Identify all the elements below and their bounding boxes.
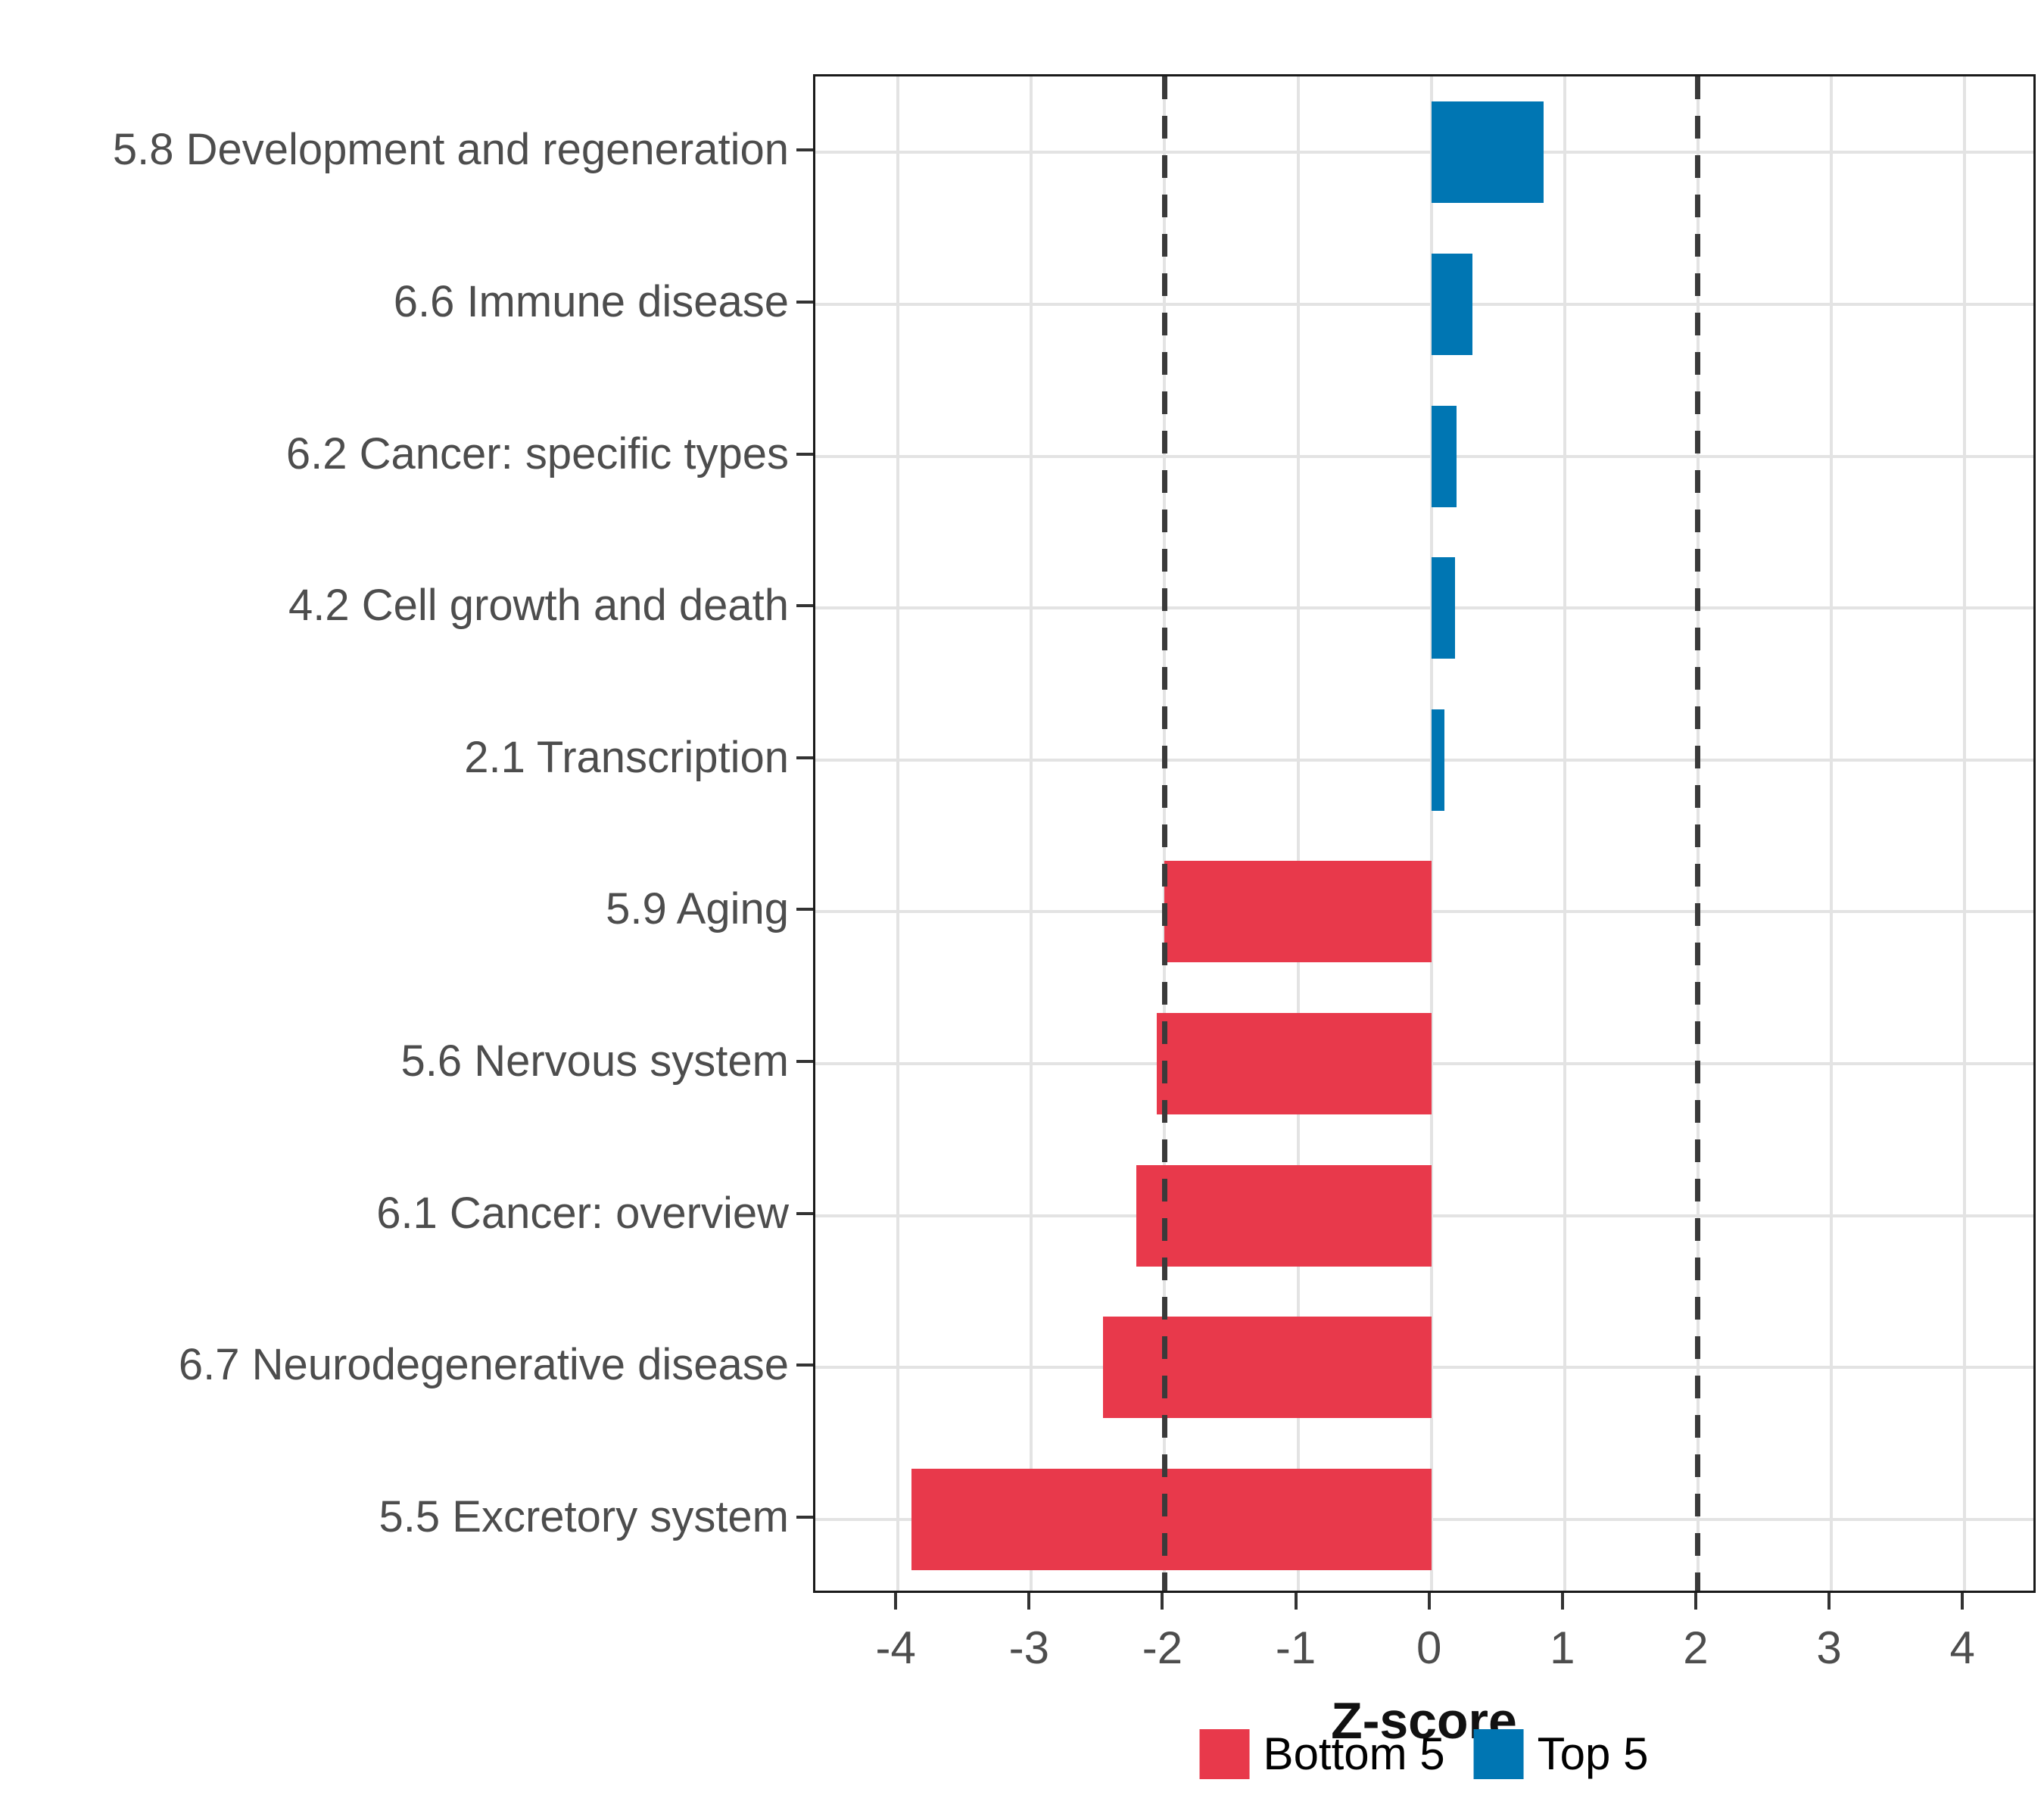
horizontal-gridline	[815, 606, 2033, 610]
x-tick	[1161, 1593, 1164, 1610]
x-tick	[1961, 1593, 1965, 1610]
y-tick	[796, 756, 813, 759]
y-tick	[796, 1211, 813, 1215]
x-tick-label: 2	[1683, 1622, 1709, 1673]
horizontal-gridline	[815, 758, 2033, 762]
reference-line	[1161, 76, 1167, 1591]
legend-label: Bottom 5	[1263, 1728, 1445, 1779]
legend-item: Bottom 5	[1199, 1728, 1445, 1780]
x-tick-label: 4	[1949, 1622, 1975, 1673]
x-tick	[1827, 1593, 1831, 1610]
y-tick	[796, 1364, 813, 1367]
bar-bottom5	[1136, 1164, 1432, 1267]
bar-top5	[1431, 405, 1457, 507]
y-tick-label: 5.9 Aging	[606, 884, 789, 934]
y-tick-label: 6.1 Cancer: overview	[376, 1188, 789, 1238]
x-tick-label: -2	[1142, 1622, 1183, 1673]
horizontal-gridline	[815, 302, 2033, 306]
bar-bottom5	[911, 1468, 1432, 1570]
legend-key-top-5	[1473, 1728, 1524, 1779]
bar-top5	[1431, 557, 1456, 659]
vertical-gridline	[1296, 76, 1300, 1591]
y-tick	[796, 300, 813, 304]
horizontal-gridline	[815, 454, 2033, 458]
x-tick-label: -3	[1008, 1622, 1049, 1673]
y-tick-label: 5.5 Excretory system	[379, 1491, 789, 1541]
y-tick	[796, 604, 813, 608]
y-tick	[796, 908, 813, 912]
x-tick-label: -1	[1275, 1622, 1316, 1673]
y-tick	[796, 1515, 813, 1519]
x-tick	[1027, 1593, 1031, 1610]
y-tick-label: 4.2 Cell growth and death	[288, 581, 789, 631]
legend: Bottom 5 Top 5	[1199, 1728, 1649, 1780]
vertical-gridline	[1963, 76, 1967, 1591]
y-tick-label: 6.6 Immune disease	[393, 276, 789, 326]
y-tick-label: 6.2 Cancer: specific types	[285, 429, 789, 478]
x-tick-label: 0	[1416, 1622, 1442, 1673]
y-tick	[796, 148, 813, 152]
legend-key-bottom-5	[1199, 1728, 1250, 1779]
vertical-gridline	[1830, 76, 1834, 1591]
y-tick-label: 5.6 Nervous system	[400, 1036, 789, 1086]
x-tick	[894, 1593, 898, 1610]
legend-item: Top 5	[1473, 1728, 1649, 1780]
y-tick	[796, 1059, 813, 1063]
plot-panel	[813, 74, 2036, 1593]
x-tick	[1427, 1593, 1431, 1610]
bar-top5	[1431, 709, 1445, 811]
x-tick	[1560, 1593, 1564, 1610]
bar-bottom5	[1156, 1012, 1432, 1114]
vertical-gridline	[896, 76, 900, 1591]
y-tick-label: 5.8 Development and regeneration	[112, 125, 789, 175]
reference-line	[1695, 76, 1701, 1591]
bar-bottom5	[1164, 861, 1432, 963]
vertical-gridline	[1563, 76, 1566, 1591]
vertical-gridline	[1429, 76, 1433, 1591]
bar-bottom5	[1103, 1317, 1432, 1419]
x-tick-label: 3	[1816, 1622, 1842, 1673]
horizontal-gridline	[815, 151, 2033, 154]
y-tick-label: 2.1 Transcription	[464, 732, 789, 782]
bar-top5	[1431, 101, 1544, 204]
x-tick	[1294, 1593, 1298, 1610]
bar-top5	[1431, 253, 1473, 355]
y-tick	[796, 452, 813, 456]
x-tick-label: -4	[875, 1622, 916, 1673]
x-tick	[1693, 1593, 1697, 1610]
x-tick-label: 1	[1550, 1622, 1575, 1673]
vertical-gridline	[1030, 76, 1033, 1591]
legend-label: Top 5	[1537, 1728, 1649, 1779]
y-tick-label: 6.7 Neurodegenerative disease	[178, 1340, 789, 1390]
